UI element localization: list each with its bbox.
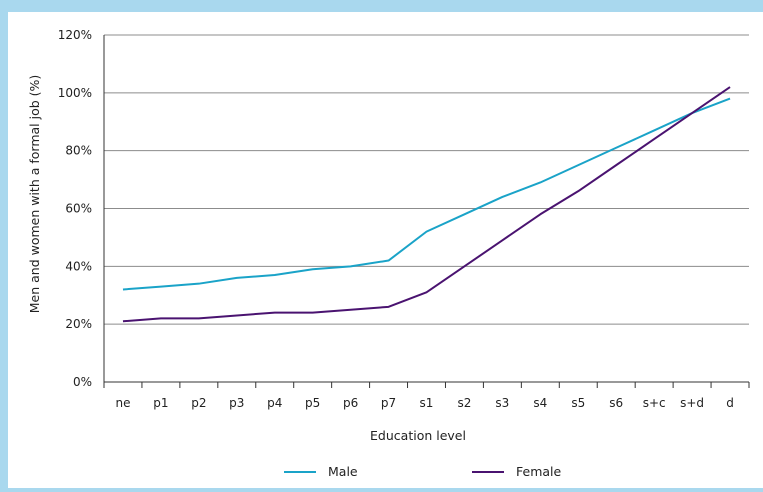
x-tick-label: s+c — [643, 396, 666, 410]
x-tick-label: p4 — [267, 396, 282, 410]
legend: Male Female — [284, 464, 562, 479]
x-tick-label: p7 — [381, 396, 396, 410]
x-tick-label: s+d — [680, 396, 704, 410]
legend-label-male: Male — [328, 464, 358, 479]
chart-panel: 0% 20% 40% 60% 80% 100% 120% ne p1 p2 p3 p4 p5 p6 p7 s… — [8, 12, 763, 488]
y-tick-label: 0% — [73, 375, 92, 389]
y-axis-label: Men and women with a formal job (%) — [27, 75, 42, 314]
x-tick-label: s6 — [609, 396, 623, 410]
y-tick-label: 120% — [58, 28, 92, 42]
x-tick-label: p5 — [305, 396, 320, 410]
y-tick-labels: 0% 20% 40% 60% 80% 100% 120% — [58, 28, 92, 389]
x-tick-label: p2 — [191, 396, 206, 410]
x-tick-label: p1 — [153, 396, 168, 410]
x-tick-label: s1 — [420, 396, 434, 410]
x-tick-label: s2 — [457, 396, 471, 410]
series-line-male — [122, 97, 731, 291]
y-tick-label: 60% — [65, 202, 92, 216]
axes — [103, 35, 750, 388]
legend-label-female: Female — [516, 464, 562, 479]
x-axis-label: Education level — [370, 428, 466, 443]
series-line-female — [122, 86, 731, 323]
x-tick-label: s3 — [495, 396, 509, 410]
gridlines — [104, 34, 749, 325]
x-tick-label: p3 — [229, 396, 244, 410]
x-tick-label: p6 — [343, 396, 358, 410]
x-tick-label: d — [726, 396, 734, 410]
series-lines — [122, 86, 731, 323]
x-tick-label: ne — [115, 396, 130, 410]
x-tick-label: s4 — [533, 396, 547, 410]
y-tick-label: 80% — [65, 144, 92, 158]
line-chart: 0% 20% 40% 60% 80% 100% 120% ne p1 p2 p3 p4 p5 p6 p7 s… — [27, 28, 750, 479]
x-tick-label: s5 — [571, 396, 585, 410]
y-tick-label: 40% — [65, 259, 92, 273]
x-tick-labels: ne p1 p2 p3 p4 p5 p6 p7 s1 s2 s3 s4 s5 s6 s+c s+d d — [115, 396, 733, 410]
y-tick-label: 100% — [58, 86, 92, 100]
y-tick-label: 20% — [65, 317, 92, 331]
